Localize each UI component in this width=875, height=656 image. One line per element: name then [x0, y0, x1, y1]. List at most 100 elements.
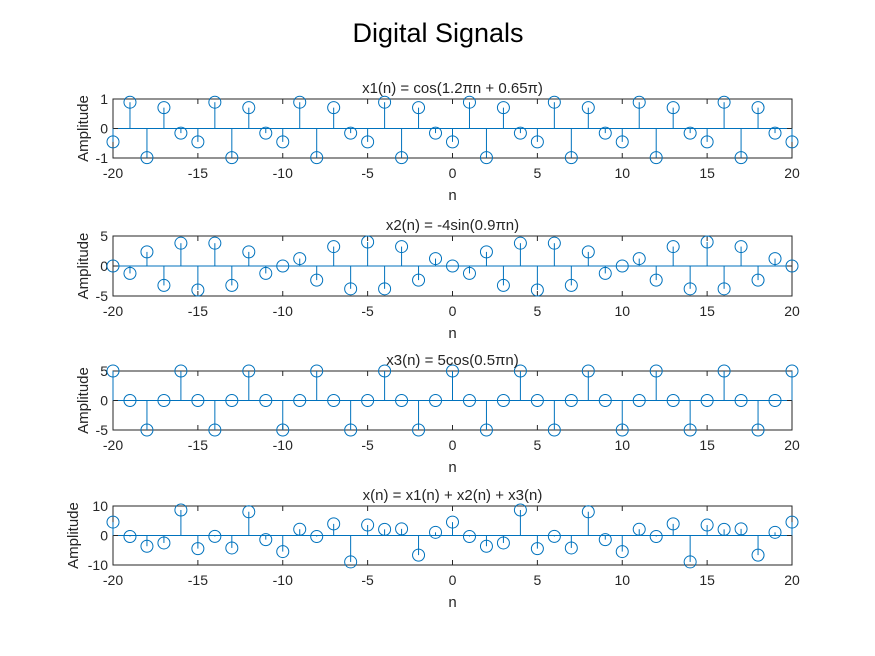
stem-marker [259, 266, 273, 280]
subplot-2: -20 -15 -10 -5 0 5 10 15 20 -5 0 5 x2(n) = -4sin(0.9… [75, 217, 800, 342]
stem-marker [191, 542, 205, 556]
stem-marker [649, 151, 663, 165]
stem-marker [615, 423, 629, 437]
x-tick-label: -10 [273, 165, 293, 181]
stem-marker [700, 518, 714, 532]
x-tick-label: 15 [699, 572, 715, 588]
stem-marker [632, 252, 646, 266]
stem-marker [242, 505, 256, 519]
y-tick-label: 1 [100, 91, 108, 107]
stem-marker [446, 364, 459, 378]
x-tick-label: -5 [361, 572, 374, 588]
stem-marker [259, 394, 273, 407]
stem-marker [140, 245, 154, 259]
stem-marker [191, 283, 205, 297]
stem-marker [683, 282, 697, 296]
stem-marker [276, 545, 290, 559]
stem-marker [547, 423, 561, 437]
stem-marker [751, 548, 765, 562]
stem-marker [123, 530, 137, 544]
stem-marker [479, 423, 493, 437]
stem-marker [768, 252, 782, 266]
subplot-title: x1(n) = cos(1.2πn + 0.65π) [362, 80, 543, 97]
y-tick-label: -1 [96, 150, 109, 166]
x-tick-label: -15 [188, 165, 208, 181]
stem-marker [208, 236, 222, 250]
stem-marker [429, 126, 443, 140]
stem-marker [581, 245, 595, 259]
stem-marker [344, 423, 358, 437]
stem-marker [513, 503, 527, 517]
stem-marker [700, 394, 714, 407]
stem-marker [734, 522, 748, 536]
stem-marker [259, 533, 273, 547]
stem-marker [785, 135, 799, 149]
stem-marker [191, 394, 205, 407]
stem-marker [683, 423, 697, 437]
stem-marker [293, 252, 307, 266]
stem-marker [632, 522, 646, 536]
stem-marker [327, 517, 341, 531]
stem-marker [429, 252, 443, 266]
stem-marker [564, 394, 578, 407]
subplot-4: -20 -15 -10 -5 0 5 10 15 20 -10 0 10 x(n) = x1(n) + … [65, 487, 800, 611]
stem-marker [649, 273, 663, 287]
stem-marker [785, 515, 799, 529]
stem-marker [564, 541, 578, 555]
stem-marker [496, 394, 510, 407]
stem-marker [191, 135, 205, 149]
stem-marker [666, 517, 680, 531]
stem-marker [700, 235, 714, 249]
x-axis-label: n [448, 459, 456, 476]
stem-marker [412, 101, 426, 115]
stem-marker [106, 259, 120, 273]
stem-marker [446, 515, 459, 529]
x-tick-label: 5 [533, 303, 541, 319]
stem-marker [293, 522, 307, 536]
x-tick-label: 20 [784, 303, 800, 319]
subplot-title: x2(n) = -4sin(0.9πn) [386, 217, 519, 234]
stem-marker [123, 394, 137, 407]
stem-marker [174, 236, 188, 250]
stem-marker [547, 95, 561, 109]
stem-marker [378, 282, 392, 296]
x-axis-label: n [448, 325, 456, 342]
x-tick-label: 10 [614, 303, 630, 319]
x-tick-label: -5 [361, 165, 374, 181]
stem-marker [293, 95, 307, 109]
stem-marker [513, 236, 527, 250]
x-tick-label: -10 [273, 437, 293, 453]
stem-marker [276, 259, 290, 273]
stem-marker [717, 364, 731, 378]
stem-marker [734, 240, 748, 254]
stem-marker [310, 151, 324, 165]
stem-marker [106, 135, 120, 149]
stem-marker [140, 423, 154, 437]
stem-marker [462, 530, 476, 544]
stem-marker [157, 101, 171, 115]
stem-marker [276, 423, 290, 437]
x-tick-label: -5 [361, 437, 374, 453]
stem-marker [768, 525, 782, 539]
stem-marker [632, 394, 646, 407]
stem-marker [513, 126, 527, 140]
stem-marker [513, 364, 527, 378]
x-tick-label: -15 [188, 572, 208, 588]
stem-marker [717, 95, 731, 109]
stem-marker [598, 266, 612, 280]
stem-marker [700, 135, 714, 149]
stem-marker [157, 278, 171, 292]
stem-marker [479, 539, 493, 553]
stem-marker [361, 135, 375, 149]
stem-marker [649, 530, 663, 544]
stem-marker [395, 394, 409, 407]
x-tick-label: -15 [188, 437, 208, 453]
stem-marker [734, 151, 748, 165]
stem-marker [327, 394, 341, 407]
stem-marker [598, 533, 612, 547]
stem-marker [751, 273, 765, 287]
stem-marker [649, 364, 663, 378]
stem-marker [581, 101, 595, 115]
stem-marker [412, 423, 426, 437]
